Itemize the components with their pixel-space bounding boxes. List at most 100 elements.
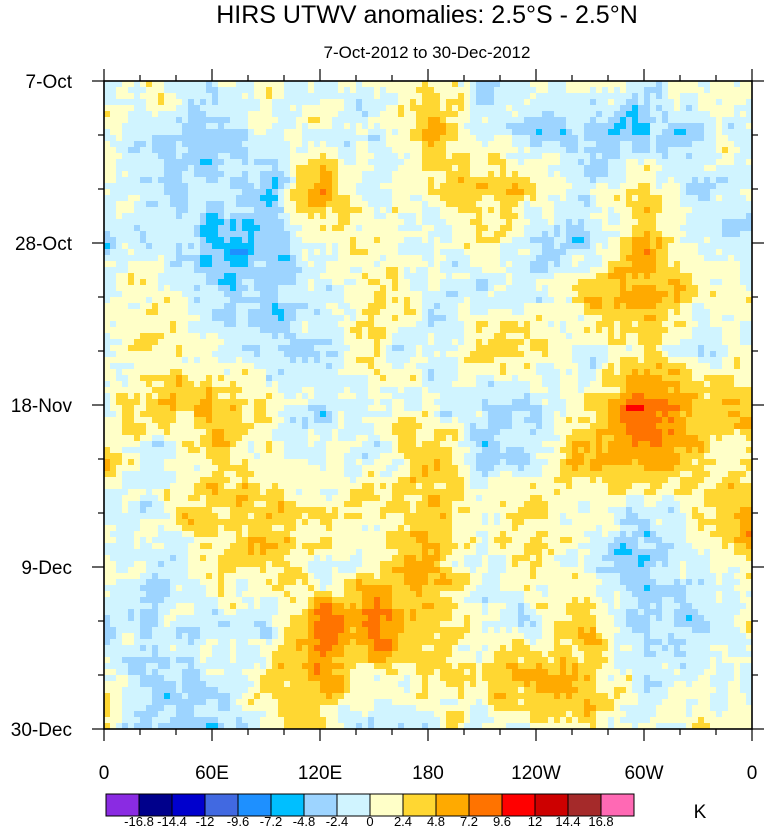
field-cell (194, 81, 201, 88)
field-cell (284, 285, 291, 292)
field-cell (506, 243, 513, 250)
field-cell (320, 123, 327, 130)
field-cell (626, 309, 633, 316)
field-cell (338, 87, 345, 94)
field-cell (638, 255, 645, 262)
field-cell (332, 309, 339, 316)
field-cell (152, 123, 159, 130)
field-cell (614, 285, 621, 292)
field-cell (590, 273, 597, 280)
field-cell (122, 255, 129, 262)
field-cell (512, 285, 519, 292)
field-cell (134, 213, 141, 220)
field-cell (650, 159, 657, 166)
field-cell (152, 357, 159, 364)
field-cell (188, 141, 195, 148)
field-cell (506, 171, 513, 178)
field-cell (272, 111, 279, 118)
field-cell (158, 141, 165, 148)
field-cell (596, 351, 603, 358)
field-cell (692, 249, 699, 256)
field-cell (668, 321, 675, 328)
field-cell (374, 333, 381, 340)
field-cell (572, 219, 579, 226)
field-cell (518, 195, 525, 202)
field-cell (170, 195, 177, 202)
field-cell (572, 99, 579, 106)
field-cell (206, 159, 213, 166)
field-cell (416, 213, 423, 220)
field-cell (434, 243, 441, 250)
field-cell (698, 225, 705, 232)
field-cell (242, 213, 249, 220)
field-cell (368, 279, 375, 286)
field-cell (272, 87, 279, 94)
field-cell (548, 165, 555, 172)
field-cell (128, 267, 135, 274)
field-cell (410, 333, 417, 340)
field-cell (134, 291, 141, 298)
field-cell (734, 129, 741, 136)
field-cell (662, 81, 669, 88)
field-cell (152, 309, 159, 316)
field-cell (440, 267, 447, 274)
field-cell (452, 105, 459, 112)
field-cell (410, 93, 417, 100)
field-cell (734, 339, 741, 346)
field-cell (698, 213, 705, 220)
field-cell (692, 285, 699, 292)
field-cell (728, 321, 735, 328)
field-cell (530, 171, 537, 178)
field-cell (494, 207, 501, 214)
field-cell (500, 273, 507, 280)
field-cell (494, 183, 501, 190)
field-cell (434, 315, 441, 322)
field-cell (302, 351, 309, 358)
field-cell (140, 147, 147, 154)
field-cell (392, 315, 399, 322)
field-cell (158, 279, 165, 286)
field-cell (644, 237, 651, 244)
field-cell (596, 243, 603, 250)
field-cell (698, 279, 705, 286)
field-cell (416, 189, 423, 196)
field-cell (440, 273, 447, 280)
field-cell (392, 117, 399, 124)
field-cell (260, 147, 267, 154)
field-cell (350, 189, 357, 196)
field-cell (176, 201, 183, 208)
field-cell (422, 321, 429, 328)
field-cell (266, 267, 273, 274)
field-cell (266, 345, 273, 352)
field-cell (344, 225, 351, 232)
field-cell (236, 141, 243, 148)
field-cell (638, 351, 645, 358)
field-cell (500, 189, 507, 196)
field-cell (200, 249, 207, 256)
field-cell (248, 213, 255, 220)
field-cell (506, 177, 513, 184)
field-cell (620, 327, 627, 334)
field-cell (728, 225, 735, 232)
field-cell (692, 213, 699, 220)
field-cell (344, 81, 351, 88)
field-cell (104, 309, 111, 316)
field-cell (254, 81, 261, 88)
field-cell (680, 327, 687, 334)
field-cell (380, 345, 387, 352)
field-cell (224, 261, 231, 268)
field-cell (236, 213, 243, 220)
field-cell (230, 201, 237, 208)
field-cell (188, 357, 195, 364)
field-cell (464, 279, 471, 286)
field-cell (122, 99, 129, 106)
field-cell (350, 231, 357, 238)
field-cell (506, 219, 513, 226)
field-cell (134, 207, 141, 214)
field-cell (356, 303, 363, 310)
field-cell (236, 171, 243, 178)
field-cell (104, 201, 111, 208)
field-cell (656, 297, 663, 304)
field-cell (200, 105, 207, 112)
field-cell (452, 87, 459, 94)
